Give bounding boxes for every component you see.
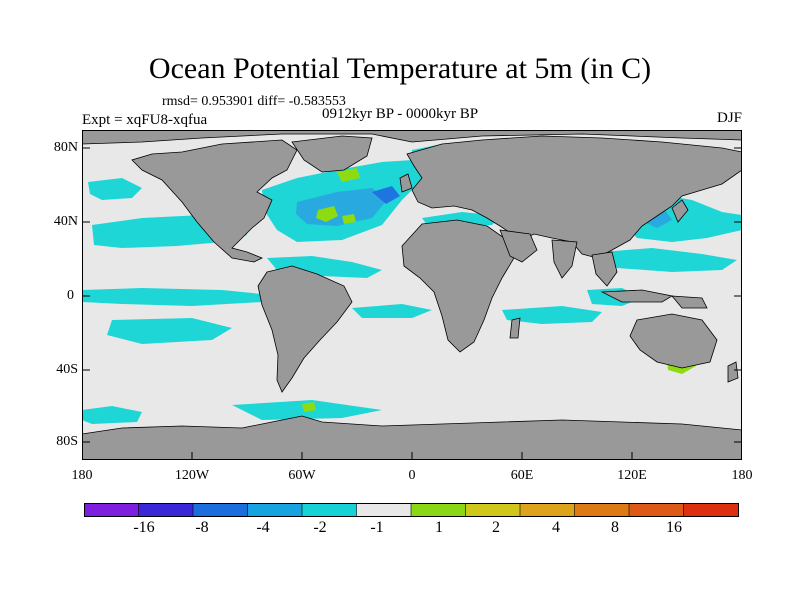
lat-label-80n: 80N xyxy=(53,140,78,155)
south-pacific-cold-patch xyxy=(107,318,232,344)
land-masses xyxy=(82,130,742,460)
colorbar-label-1: 1 xyxy=(435,519,443,536)
colorbar-swatch-6 xyxy=(410,503,467,517)
colorbar-swatch-3 xyxy=(247,503,303,517)
colorbar-swatch-4 xyxy=(301,503,358,517)
indian-ocean-cold-band xyxy=(502,306,602,324)
west-pacific-cold-band xyxy=(602,248,737,272)
season-label: DJF xyxy=(716,110,742,126)
lon-label-180w: 180 xyxy=(71,468,93,483)
antarctic-peninsula-warm-patch xyxy=(302,402,316,412)
colorbar-label-16: 16 xyxy=(666,519,682,536)
pacific-equatorial-cold-band xyxy=(82,288,272,306)
stats-text: rmsd= 0.953901 diff= -0.583553 xyxy=(162,94,346,109)
new-zealand-land xyxy=(727,361,739,383)
period-label: 0912kyr BP - 0000kyr BP xyxy=(322,106,479,122)
arctic-land xyxy=(82,130,742,145)
australia-land xyxy=(629,313,718,369)
southeast-asia-land xyxy=(591,251,618,287)
colorbar-label-minus16: -16 xyxy=(133,519,155,536)
colorbar-swatch-0 xyxy=(84,503,140,517)
colorbar-swatch-7 xyxy=(465,503,521,517)
map-title: Ocean Potential Temperature at 5m (in C) xyxy=(148,52,652,85)
colorbar-label-2: 2 xyxy=(492,519,500,536)
colorbar-label-minus1: -1 xyxy=(370,519,384,536)
lat-label-80s: 80S xyxy=(56,434,78,449)
africa-land xyxy=(401,219,515,353)
colorbar-swatch-10 xyxy=(628,503,685,517)
north-atlantic-blue-core xyxy=(372,186,400,204)
lon-label-0: 0 xyxy=(408,468,416,483)
colorbar-label-minus2: -2 xyxy=(313,519,327,536)
indonesia-land xyxy=(600,289,674,303)
south-atlantic-cold-band xyxy=(352,304,432,318)
colorbar xyxy=(84,503,739,517)
lon-label-120w: 120W xyxy=(174,468,210,483)
lat-label-0: 0 xyxy=(67,288,74,303)
north-atlantic-warm-patch-2 xyxy=(342,214,356,224)
lon-label-180e: 180 xyxy=(731,468,753,483)
north-america-land xyxy=(131,139,298,263)
colorbar-label-8: 8 xyxy=(611,519,619,536)
colorbar-swatch-11 xyxy=(683,503,739,517)
antarctica-land xyxy=(82,415,742,460)
lon-label-120e: 120E xyxy=(617,468,647,483)
uk-land xyxy=(399,173,413,193)
labrador-warm-patch xyxy=(337,168,360,182)
colorbar-label-minus8: -8 xyxy=(195,519,209,536)
colorbar-label-4: 4 xyxy=(552,519,560,536)
lat-label-40s: 40S xyxy=(56,362,78,377)
colorbar-swatch-1 xyxy=(138,503,194,517)
experiment-label: Expt = xqFU8-xqfua xyxy=(82,112,208,128)
new-guinea-land xyxy=(671,295,708,309)
south-pacific-cold-patch-2 xyxy=(82,406,142,424)
madagascar-land xyxy=(509,317,521,339)
axis-ticks xyxy=(82,147,742,460)
colorbar-swatch-2 xyxy=(192,503,249,517)
anomaly-patches xyxy=(82,144,742,424)
colorbar-swatch-8 xyxy=(519,503,576,517)
north-pacific-cold-patch-2 xyxy=(88,178,142,200)
arabia-land xyxy=(499,229,538,263)
south-america-land xyxy=(257,265,353,393)
colorbar-label-minus4: -4 xyxy=(256,519,270,536)
greenland-land xyxy=(291,135,373,173)
japan-land xyxy=(671,199,689,223)
india-land xyxy=(551,239,578,279)
world-map xyxy=(82,130,742,460)
colorbar-swatch-9 xyxy=(574,503,630,517)
lat-label-40n: 40N xyxy=(53,214,78,229)
north-atlantic-warm-patch xyxy=(316,206,338,222)
lon-label-60w: 60W xyxy=(288,468,316,483)
colorbar-swatch-5 xyxy=(356,503,412,517)
lon-label-60e: 60E xyxy=(510,468,534,483)
